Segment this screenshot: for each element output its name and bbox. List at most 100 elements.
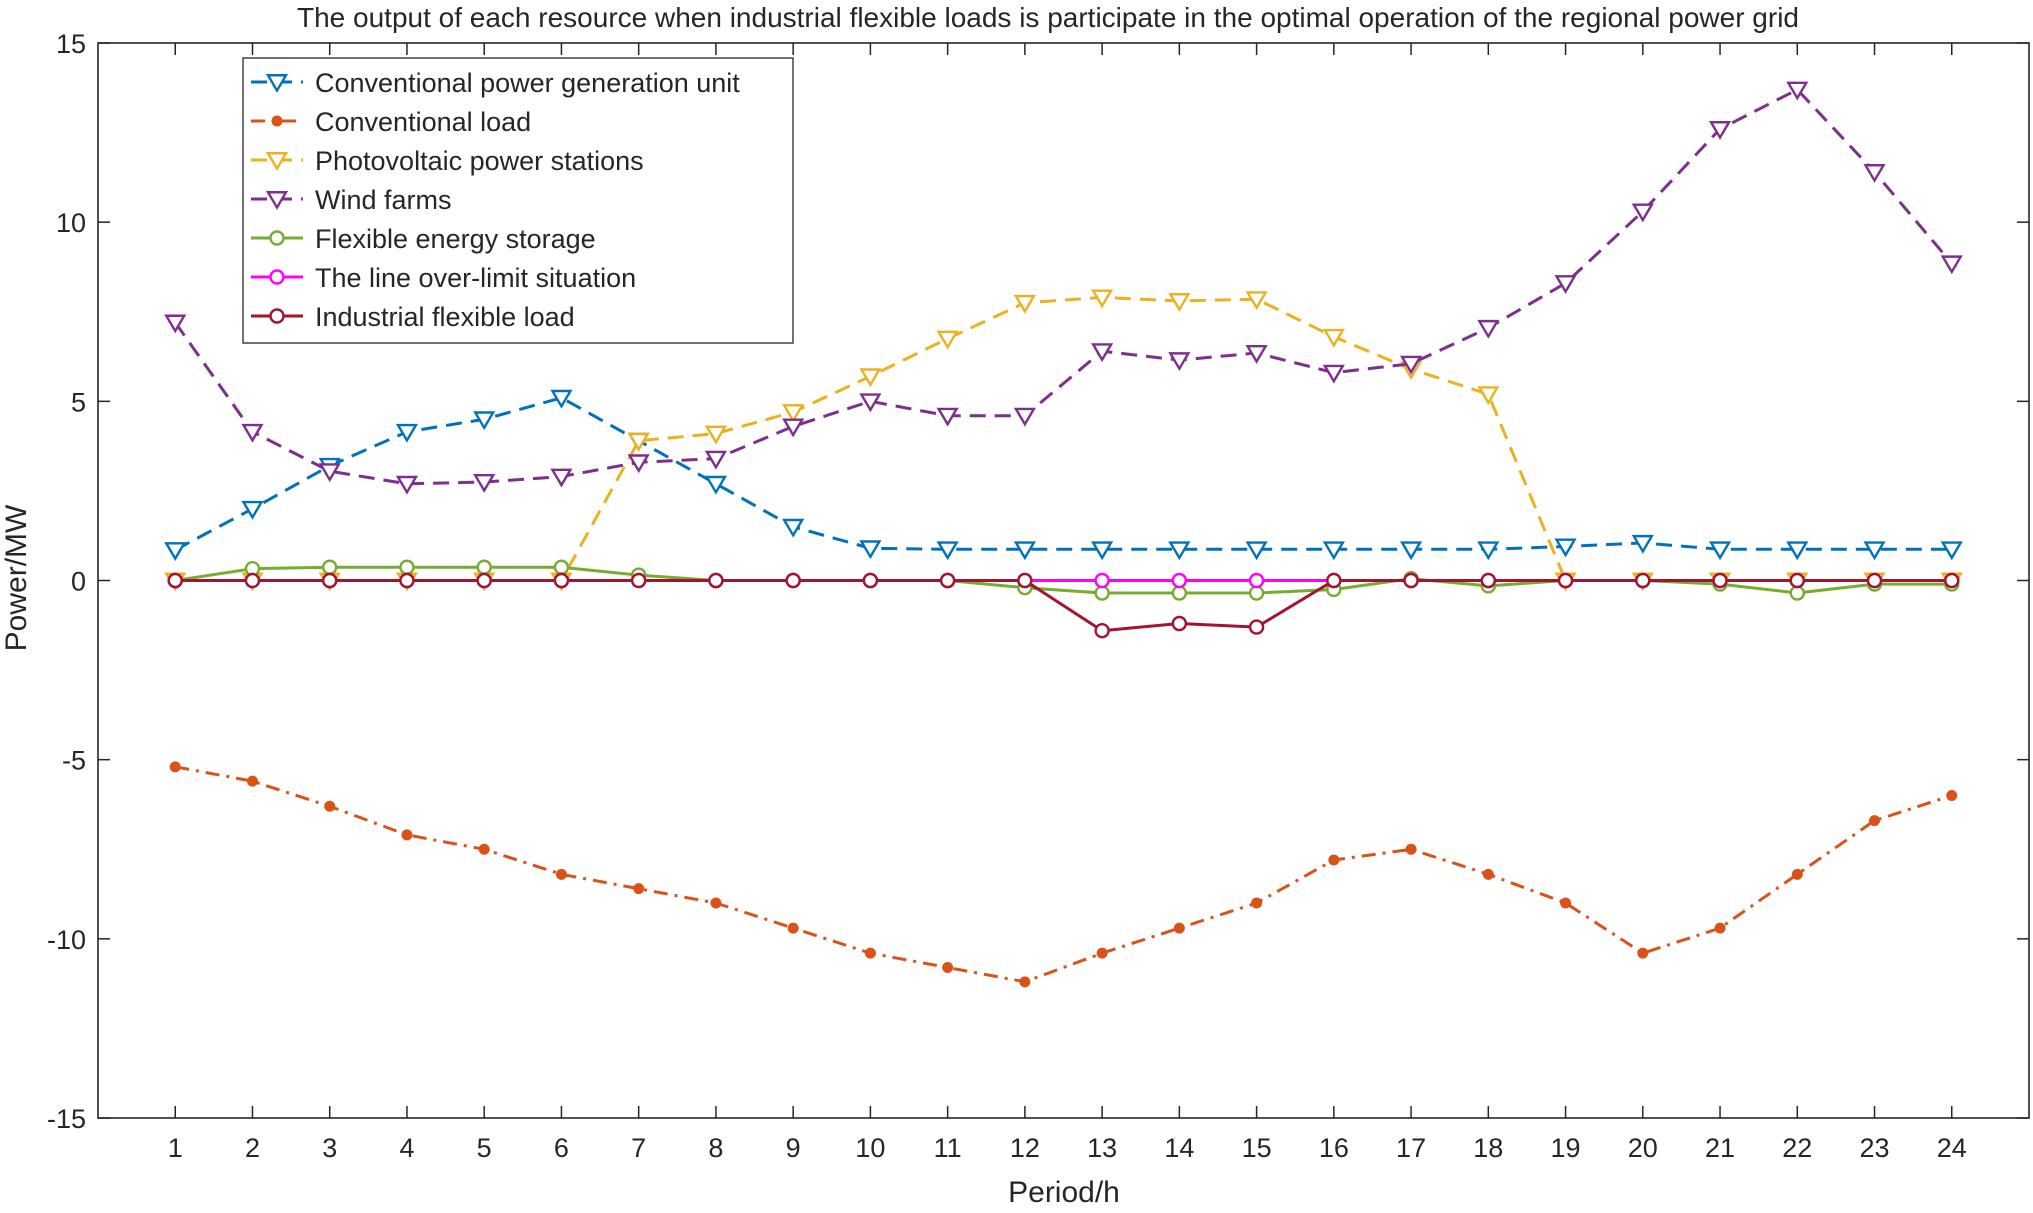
data-point: [1631, 534, 1654, 554]
x-tick-label: 4: [399, 1133, 414, 1163]
y-tick-label: -5: [62, 746, 86, 776]
data-point: [1863, 164, 1886, 183]
data-point: [1631, 203, 1654, 223]
data-point: [395, 423, 419, 443]
data-point: [1248, 585, 1265, 601]
data-point: [1017, 572, 1033, 589]
legend-marker: [269, 308, 285, 324]
data-point: [1477, 541, 1500, 561]
x-tick-label: 16: [1319, 1133, 1349, 1163]
data-point: [473, 411, 496, 431]
data-point: [1786, 541, 1809, 561]
x-tick-label: 24: [1937, 1133, 1967, 1163]
data-point: [1789, 572, 1805, 589]
data-point: [1403, 572, 1419, 589]
data-point: [936, 330, 959, 350]
legend-marker: [265, 191, 289, 210]
y-tick-label: -10: [47, 925, 86, 955]
data-point: [1786, 81, 1809, 101]
data-point: [708, 572, 724, 589]
x-tick-label: 9: [786, 1133, 801, 1163]
data-point: [704, 450, 728, 470]
data-point: [1399, 355, 1423, 375]
data-point: [1869, 815, 1881, 827]
data-point: [473, 474, 496, 493]
y-tick-label: 5: [71, 387, 86, 417]
data-point: [1477, 386, 1500, 406]
data-point: [1554, 275, 1577, 295]
legend-item-2: Conventional load: [251, 107, 531, 137]
data-point: [1248, 619, 1265, 635]
data-point: [1251, 897, 1263, 909]
data-point: [936, 407, 959, 427]
data-point: [1940, 541, 1963, 561]
data-point: [1482, 868, 1494, 880]
x-tick-label: 6: [554, 1133, 569, 1163]
data-point: [550, 468, 573, 488]
y-tick-label: 10: [56, 208, 86, 238]
legend: Conventional power generation unit Conven…: [242, 57, 794, 344]
y-tick-label: 0: [71, 567, 86, 597]
x-tick-label: 19: [1551, 1133, 1581, 1163]
data-point: [782, 518, 805, 538]
data-point: [785, 572, 801, 589]
x-tick-label: 5: [477, 1133, 492, 1163]
data-point: [782, 418, 805, 438]
legend-marker: [269, 269, 285, 285]
data-point: [1714, 922, 1726, 934]
data-point: [1171, 572, 1188, 589]
data-point: [395, 475, 419, 495]
series-4: [164, 81, 1963, 495]
data-point: [1866, 572, 1883, 589]
data-point: [704, 475, 728, 495]
data-point: [1094, 572, 1110, 589]
data-point: [1013, 541, 1036, 561]
data-point: [241, 423, 264, 443]
data-point: [478, 843, 490, 855]
legend-box: [242, 57, 794, 344]
chart-title: The output of each resource when industr…: [297, 2, 1799, 33]
x-tick-label: 13: [1087, 1133, 1117, 1163]
x-axis-title: Period/h: [1008, 1176, 1120, 1208]
data-point: [1560, 897, 1572, 909]
data-point: [324, 800, 336, 812]
x-tick-label: 8: [708, 1133, 723, 1163]
data-point: [401, 829, 413, 841]
data-point: [1096, 947, 1108, 959]
data-point: [1635, 572, 1651, 589]
x-tick-label: 23: [1859, 1133, 1889, 1163]
legend-marker: [265, 152, 289, 171]
data-point: [1789, 585, 1805, 601]
series-line: [174, 396, 1952, 552]
x-tick-label: 11: [934, 1133, 962, 1163]
data-point: [169, 761, 181, 773]
data-point: [1168, 352, 1191, 372]
data-point: [1091, 289, 1114, 309]
data-point: [1477, 319, 1500, 339]
legend-item-6: The line over-limit situation: [251, 263, 636, 293]
legend-label: Industrial flexible load: [315, 302, 575, 332]
legend-item-5: Flexible energy storage: [251, 224, 596, 254]
data-point: [322, 559, 338, 575]
data-point: [476, 559, 492, 575]
data-point: [1171, 585, 1188, 601]
series-line: [174, 765, 1953, 984]
data-point: [1712, 572, 1728, 589]
data-point: [1940, 255, 1963, 275]
data-point: [1405, 843, 1417, 855]
legend-item-3: Photovoltaic power stations: [251, 146, 644, 176]
legend-label: The line over-limit situation: [315, 263, 636, 293]
data-point: [630, 572, 647, 589]
data-point: [1554, 538, 1577, 558]
data-point: [1168, 541, 1191, 561]
data-point: [1637, 947, 1649, 959]
data-point: [864, 947, 876, 959]
y-axis-title: Power/MW: [0, 504, 33, 651]
x-tick-label: 18: [1473, 1133, 1503, 1163]
legend-marker: [271, 115, 283, 127]
data-point: [241, 500, 264, 520]
data-point: [1399, 541, 1423, 561]
data-point: [710, 897, 722, 909]
x-tick-label: 17: [1396, 1133, 1426, 1163]
data-point: [859, 368, 882, 388]
